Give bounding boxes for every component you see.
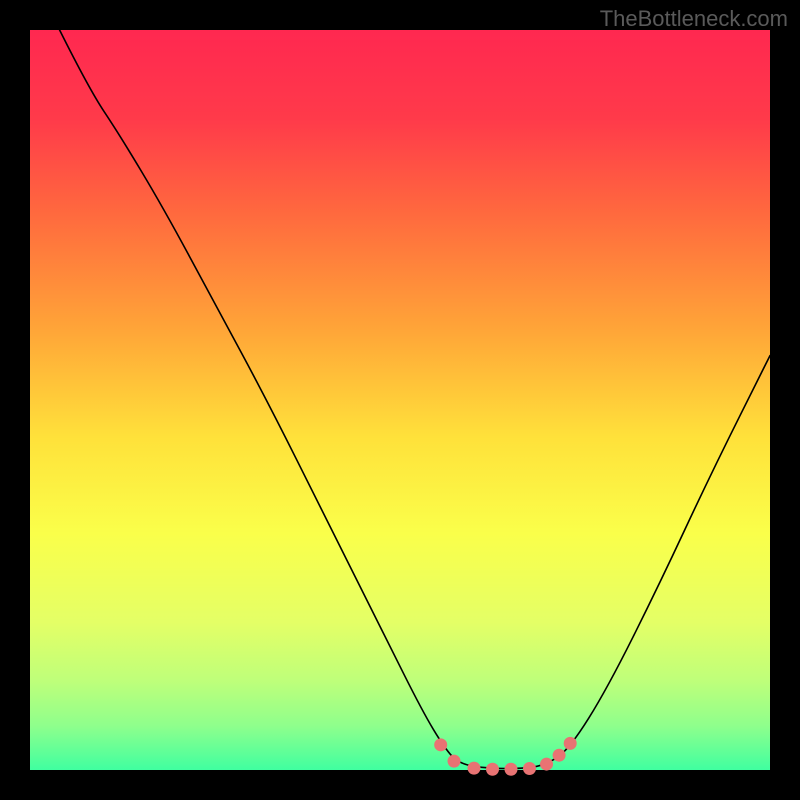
curve-layer [30, 30, 770, 770]
valley-marker [486, 763, 499, 776]
valley-marker [505, 763, 518, 776]
chart-plot-area [30, 30, 770, 770]
valley-marker [553, 749, 566, 762]
valley-marker [540, 758, 553, 771]
valley-marker [523, 762, 536, 775]
valley-marker [448, 755, 461, 768]
bottleneck-curve [60, 30, 770, 769]
valley-marker [564, 737, 577, 750]
valley-marker [468, 762, 481, 775]
valley-marker-group [434, 737, 577, 776]
valley-marker [434, 738, 447, 751]
watermark-text: TheBottleneck.com [600, 6, 788, 32]
